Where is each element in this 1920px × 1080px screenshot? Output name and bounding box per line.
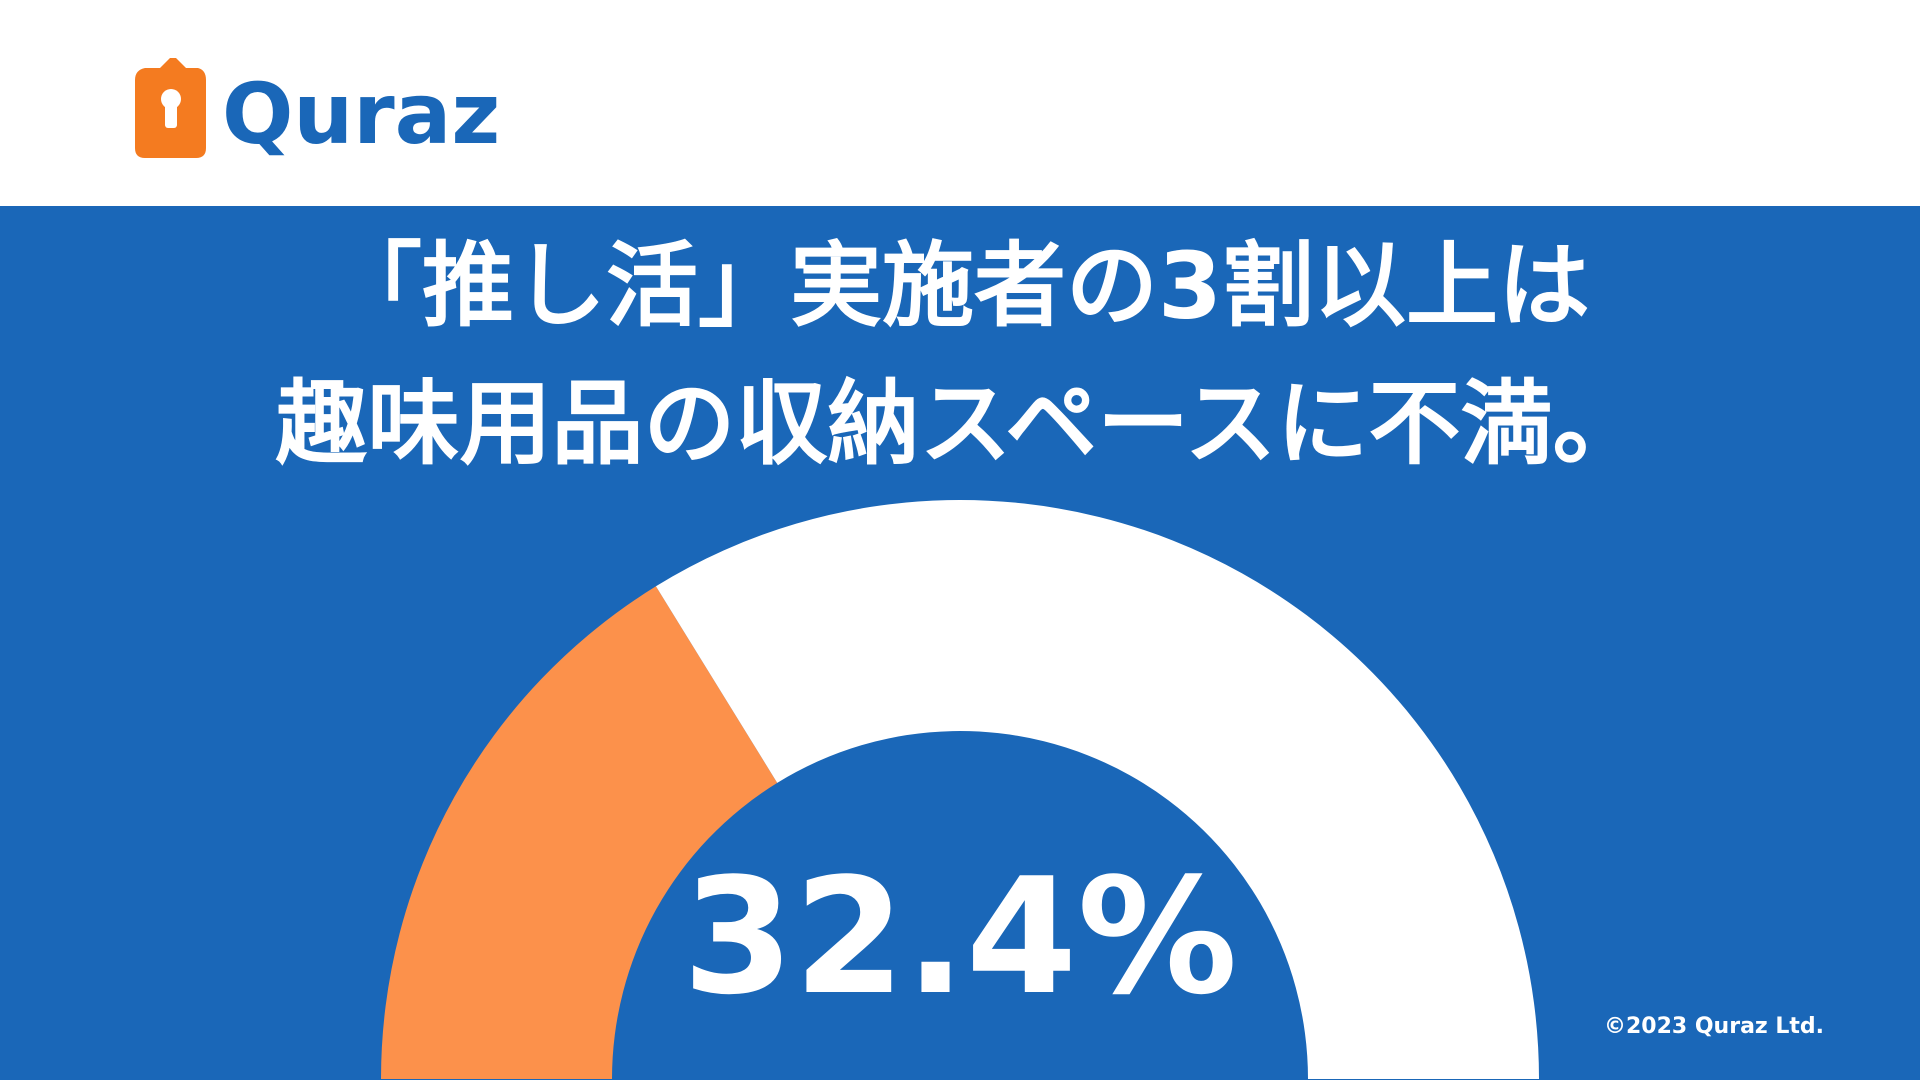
logo-icon <box>135 58 206 158</box>
donut-segment <box>655 500 1539 1079</box>
header-band <box>0 0 1920 206</box>
value-label: 32.4% <box>682 843 1237 1030</box>
copyright: ©2023 Quraz Ltd. <box>1604 1014 1824 1039</box>
donut <box>381 500 1539 1079</box>
logo-text: Quraz <box>222 65 500 163</box>
chart-title: 趣味用品の収納スペースに不満。 <box>276 370 1645 477</box>
chart-title: 「推し活」実施者の3割以上は <box>330 232 1590 339</box>
donut-segment <box>381 586 778 1079</box>
